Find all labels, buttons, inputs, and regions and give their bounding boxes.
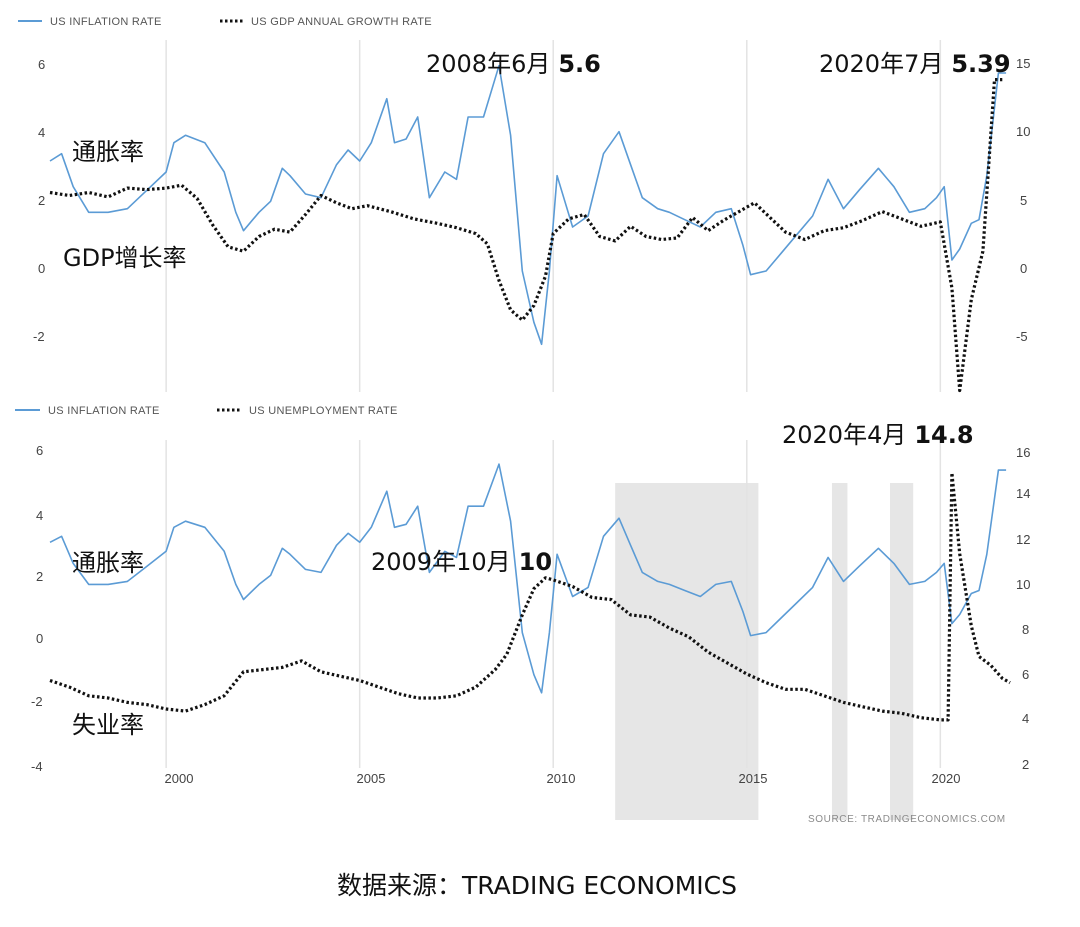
left-tick: 4	[38, 125, 45, 140]
left-tick: 6	[38, 57, 45, 72]
legend-unemployment-label: US UNEMPLOYMENT RATE	[249, 405, 398, 417]
inflation-series-label: 通胀率	[72, 138, 144, 166]
inflation-rate-line	[49, 64, 1007, 346]
source-credit: SOURCE: TRADINGECONOMICS.COM	[808, 814, 1006, 825]
right-tick: 16	[1016, 445, 1030, 460]
left-tick: 2	[36, 569, 43, 584]
chart1-series	[49, 64, 1007, 393]
right-tick: 5	[1020, 193, 1027, 208]
left-tick: -2	[33, 329, 45, 344]
shaded-region	[615, 483, 759, 820]
x-tick: 2015	[739, 771, 768, 786]
gdp-series-label: GDP增长率	[63, 244, 187, 272]
right-tick: 2	[1022, 757, 1029, 772]
unemployment-rate-line	[49, 471, 1011, 722]
left-tick: 0	[38, 261, 45, 276]
left-tick: 0	[36, 631, 43, 646]
chart2-annotations: 2020年4月 14.8 2009年10月 10 通胀率 失业率 SOURCE: T…	[72, 421, 1006, 825]
x-tick: 2005	[357, 771, 386, 786]
chart1-annotations: 2008年6月 5.6 2020年7月 5.39 通胀率 GDP增长率	[63, 50, 1011, 272]
chart2-shaded-regions	[615, 483, 914, 820]
left-tick: -4	[31, 759, 43, 774]
annotation-date: 2008年6月	[426, 50, 550, 78]
annotation-value: 10	[519, 548, 552, 576]
chart-inflation-vs-unemployment: US INFLATION RATE US UNEMPLOYMENT RATE 6…	[15, 405, 1030, 825]
inflation-series-label: 通胀率	[72, 549, 144, 577]
x-tick: 2000	[165, 771, 194, 786]
right-tick: 15	[1016, 56, 1030, 71]
x-tick: 2010	[547, 771, 576, 786]
right-tick: 8	[1022, 622, 1029, 637]
shaded-region	[890, 483, 914, 820]
left-tick: 6	[36, 443, 43, 458]
inflation-rate-line	[49, 463, 1007, 694]
chart1-right-axis: 15 10 5 0 -5	[1016, 56, 1030, 344]
chart1-left-axis: 6 4 2 0 -2	[33, 57, 45, 344]
chart2-left-axis: 6 4 2 0 -2 -4	[31, 443, 43, 774]
legend-inflation-label: US INFLATION RATE	[50, 16, 162, 28]
right-tick: 12	[1016, 532, 1030, 547]
chart2-legend: US INFLATION RATE US UNEMPLOYMENT RATE	[15, 405, 398, 417]
right-tick: 4	[1022, 711, 1029, 726]
legend-inflation-label: US INFLATION RATE	[48, 405, 160, 417]
gdp-growth-line	[49, 78, 1003, 393]
unemployment-series-label: 失业率	[72, 711, 144, 739]
x-tick: 2020	[932, 771, 961, 786]
right-tick: 6	[1022, 667, 1029, 682]
left-tick: 2	[38, 193, 45, 208]
right-tick: -5	[1016, 329, 1028, 344]
right-tick: 0	[1020, 261, 1027, 276]
chart2-x-axis: 2000 2005 2010 2015 2020	[165, 771, 961, 786]
annotation-value: 14.8	[914, 421, 973, 449]
data-source-footer: 数据来源：TRADING ECONOMICS	[337, 871, 737, 900]
annotation-date: 2020年4月	[782, 421, 906, 449]
annotation-date: 2009年10月	[371, 548, 511, 576]
annotation-value: 5.39	[951, 50, 1010, 78]
left-tick: -2	[31, 694, 43, 709]
right-tick: 10	[1016, 577, 1030, 592]
chart2-right-axis: 16 14 12 10 8 6 4 2	[1016, 445, 1030, 772]
annotation-value: 5.6	[558, 50, 601, 78]
annotation-2009-oct: 2009年10月 10	[371, 548, 552, 576]
shaded-region	[831, 483, 848, 820]
chart-inflation-vs-gdp: US INFLATION RATE US GDP ANNUAL GROWTH R…	[18, 16, 1030, 393]
right-tick: 14	[1016, 486, 1030, 501]
chart1-legend: US INFLATION RATE US GDP ANNUAL GROWTH R…	[18, 16, 432, 28]
annotation-2008-peak: 2008年6月 5.6	[426, 50, 601, 78]
chart2-grid	[165, 440, 942, 768]
right-tick: 10	[1016, 124, 1030, 139]
chart2-series	[49, 463, 1011, 722]
annotation-2020-jul: 2020年7月 5.39	[819, 50, 1011, 78]
legend-gdp-label: US GDP ANNUAL GROWTH RATE	[251, 16, 432, 28]
annotation-date: 2020年7月	[819, 50, 943, 78]
left-tick: 4	[36, 508, 43, 523]
annotation-2020-apr: 2020年4月 14.8	[782, 421, 974, 449]
